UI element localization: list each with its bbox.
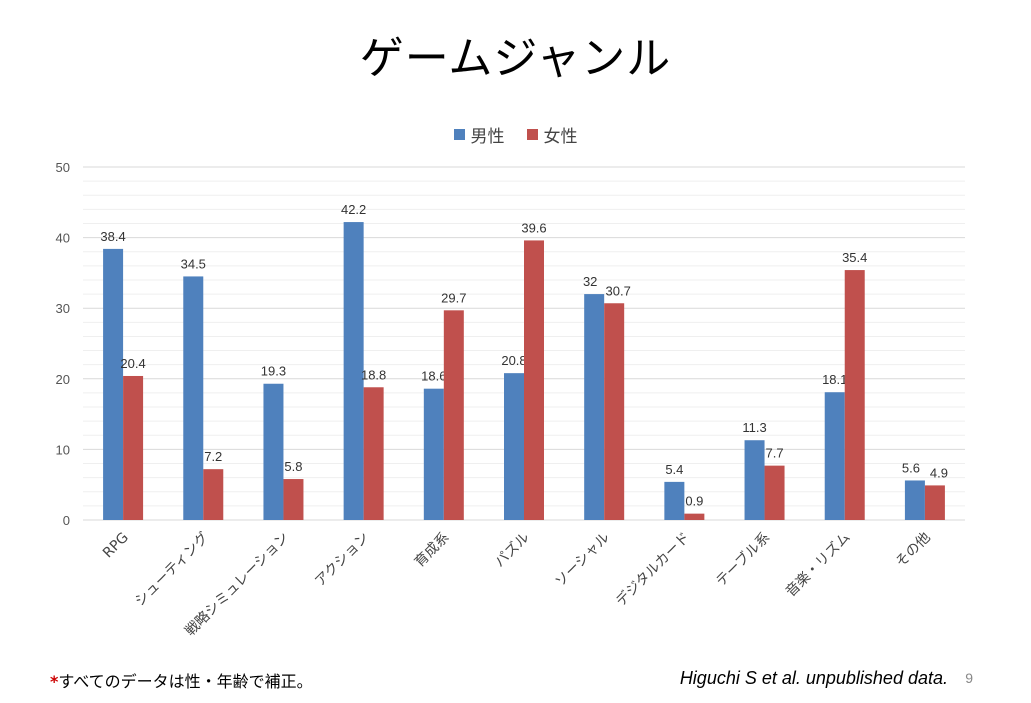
bar-male	[183, 276, 204, 520]
x-tick-label: 育成系	[412, 530, 453, 571]
x-tick-label: デジタルカード	[612, 529, 693, 610]
y-tick-label: 10	[56, 442, 70, 457]
data-label: 20.8	[501, 353, 526, 368]
data-label: 34.5	[181, 256, 206, 271]
citation: Higuchi S et al. unpublished data.	[679, 668, 948, 688]
x-tick-label: テーブル系	[712, 529, 773, 590]
data-label: 42.2	[341, 202, 366, 217]
bar-male	[824, 392, 845, 520]
bar-female	[283, 479, 304, 520]
y-tick-label: 40	[56, 231, 70, 246]
bar-male	[664, 481, 685, 520]
data-label: 18.8	[361, 367, 386, 382]
data-label: 7.7	[766, 446, 784, 461]
page-number: 9	[965, 670, 973, 686]
data-label: 5.6	[902, 460, 920, 475]
data-label: 38.4	[100, 229, 125, 244]
bar-female	[524, 240, 544, 520]
y-tick-label: 0	[63, 513, 70, 528]
data-label: 35.4	[842, 250, 867, 265]
bar-female	[684, 513, 705, 520]
data-label: 4.9	[930, 465, 948, 480]
bar-female	[123, 375, 144, 520]
x-tick-label: RPG	[100, 530, 132, 562]
x-tick-label: パズル	[492, 530, 533, 571]
legend-swatch-female	[526, 129, 538, 140]
bar-female	[363, 387, 384, 520]
bar-male	[263, 383, 284, 520]
data-label: 18.6	[421, 369, 446, 384]
bar-male	[423, 388, 444, 520]
data-label: 30.7	[606, 283, 631, 298]
x-tick-label: その他	[893, 530, 934, 571]
bar-female	[443, 310, 464, 520]
y-tick-label: 50	[56, 160, 70, 175]
legend-item-female: 女性	[526, 122, 578, 147]
bar-male	[744, 440, 765, 520]
legend-swatch-male	[453, 129, 465, 140]
data-label: 19.3	[261, 364, 286, 379]
footnote-text: すべてのデータは性・年齢で補正。	[58, 672, 313, 691]
bar-male	[504, 373, 524, 520]
data-label: 11.3	[742, 420, 766, 435]
bar-female	[604, 303, 625, 520]
data-label: 5.8	[284, 459, 302, 474]
slide-title: ゲームジャンル	[359, 33, 672, 84]
x-tick-label: シューティング	[132, 530, 212, 610]
data-label: 20.4	[120, 356, 145, 371]
bar-male	[904, 480, 925, 520]
footnote-mark: *	[50, 672, 59, 691]
legend-label-female: 女性	[543, 127, 578, 147]
footnote: *すべてのデータは性・年齢で補正。	[50, 668, 313, 692]
data-label: 7.2	[204, 449, 222, 464]
legend-item-male: 男性	[453, 122, 505, 147]
x-tick-label: 音楽・リズム	[782, 529, 853, 600]
bar-male	[343, 222, 364, 520]
data-label: 18.1	[822, 372, 847, 387]
bar-female	[924, 485, 945, 520]
bar-female	[844, 270, 865, 520]
legend-label-male: 男性	[470, 127, 505, 147]
data-label: 39.6	[521, 220, 546, 235]
bar-female	[203, 469, 224, 520]
chart-legend: 男性 女性	[0, 122, 1031, 147]
x-tick-label: ソーシャル	[552, 530, 613, 591]
bar-male	[103, 248, 124, 520]
x-tick-label: アクション	[312, 530, 372, 590]
bar-male	[584, 294, 605, 520]
y-tick-label: 30	[56, 301, 70, 316]
bar-female	[764, 465, 785, 520]
data-label: 5.4	[665, 462, 683, 477]
y-tick-label: 20	[56, 372, 70, 387]
data-label: 32	[583, 274, 597, 289]
data-label: 0.9	[685, 494, 703, 509]
data-label: 29.7	[441, 290, 466, 305]
